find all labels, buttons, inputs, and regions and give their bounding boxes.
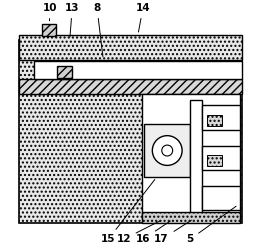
Circle shape (152, 136, 182, 165)
Bar (43, 24, 56, 36)
Bar (207, 155, 222, 166)
Text: 16: 16 (136, 221, 170, 244)
Bar (57, 66, 72, 78)
Bar (19, 40, 242, 223)
Text: 14: 14 (136, 3, 150, 32)
Text: 15: 15 (101, 180, 155, 244)
Text: 12: 12 (116, 221, 160, 244)
Text: 13: 13 (65, 3, 80, 37)
Bar (19, 79, 242, 94)
Bar (34, 61, 242, 79)
Text: 5: 5 (186, 206, 236, 244)
Bar (207, 115, 222, 126)
Bar (202, 146, 240, 170)
Text: 17: 17 (154, 220, 192, 244)
Bar (144, 124, 190, 177)
Bar (142, 212, 240, 223)
Text: 8: 8 (93, 3, 103, 57)
Bar (202, 186, 240, 210)
Bar (142, 94, 240, 219)
Bar (190, 100, 202, 219)
Bar (19, 35, 242, 60)
Bar (202, 105, 240, 130)
Text: 10: 10 (43, 3, 57, 21)
Circle shape (162, 145, 173, 156)
